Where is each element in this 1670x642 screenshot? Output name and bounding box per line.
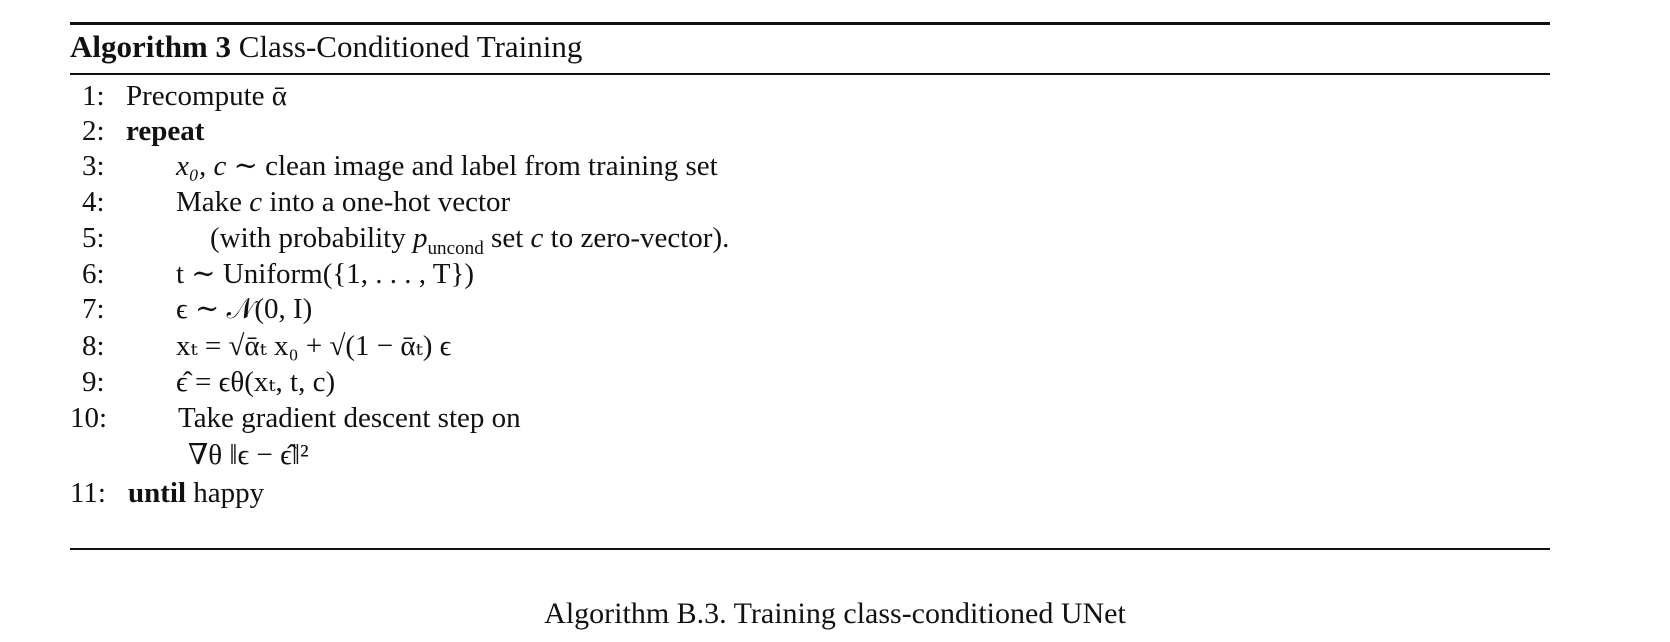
line-math: p <box>412 222 428 254</box>
bottom-rule <box>70 548 1550 550</box>
figure-caption: Algorithm B.3. Training class-conditione… <box>544 597 1126 630</box>
line-number: 8: <box>82 330 105 362</box>
line-content: Make c into a one-hot vector <box>176 184 510 220</box>
line-content: until happy <box>128 475 264 511</box>
line-math-2: c <box>530 222 544 254</box>
keyword-repeat: repeat <box>126 115 205 147</box>
top-rule <box>70 22 1550 25</box>
line-subscript: uncond <box>427 237 484 259</box>
line-text-b: into a one-hot vector <box>269 186 511 218</box>
line-number: 5: <box>82 222 105 254</box>
line-formula: ϵ ∼ 𝒩(0, I) <box>176 293 313 325</box>
line-text-a: (with probability <box>210 222 406 254</box>
keyword-until: until <box>128 477 187 509</box>
line-formula: ϵ̂ = ϵθ(xₜ, t, c) <box>176 366 336 398</box>
line-math: x₀, c ∼ <box>176 150 258 182</box>
line-content: x₀, c ∼ clean image and label from train… <box>176 148 718 184</box>
line-number: 11: <box>70 477 106 509</box>
line-number: 7: <box>82 293 105 325</box>
line-text: clean image and label from training set <box>265 150 718 182</box>
algorithm-label: Algorithm 3 <box>70 29 232 64</box>
line-text-c: to zero-vector). <box>550 222 730 254</box>
line-math: c <box>249 186 263 218</box>
line-number: 4: <box>82 186 105 218</box>
line-text: happy <box>193 477 265 509</box>
line-text: Precompute ᾱ <box>126 80 287 112</box>
algorithm-title: Algorithm 3 Class-Conditioned Training <box>70 27 582 67</box>
line-number: 3: <box>82 150 105 182</box>
algorithm-block: Algorithm 3 Class-Conditioned Training 1… <box>70 22 1550 550</box>
line-number: 10: <box>70 402 108 434</box>
line-text-b: set <box>491 222 524 254</box>
line-number: 9: <box>82 366 105 398</box>
line-formula: ∇θ ‖ϵ − ϵ̂‖² <box>188 439 309 471</box>
line-formula: xₜ = √ᾱₜ x₀ + √(1 − ᾱₜ) ϵ <box>176 330 452 362</box>
algorithm-name: Class-Conditioned Training <box>238 29 583 64</box>
line-content: (with probability puncond set c to zero-… <box>210 220 730 259</box>
line-text-a: Make <box>176 186 243 218</box>
header-rule <box>70 73 1550 75</box>
line-text: Take gradient descent step on <box>178 402 521 434</box>
line-formula: t ∼ Uniform({1, . . . , T}) <box>176 258 475 290</box>
line-number: 1: <box>82 80 105 112</box>
line-number: 6: <box>82 258 105 290</box>
line-number: 2: <box>82 115 105 147</box>
